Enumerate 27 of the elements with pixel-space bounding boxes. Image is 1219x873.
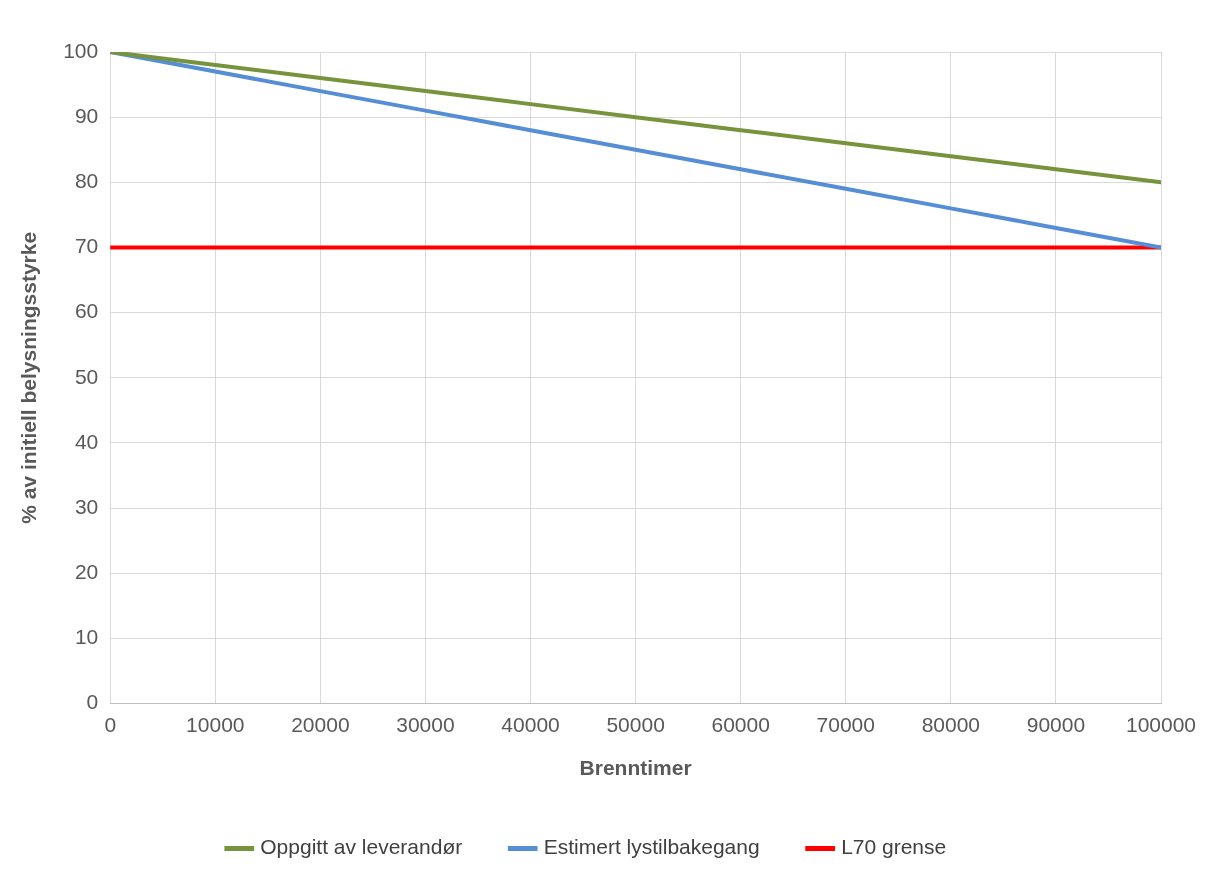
x-tick-label: 90000 bbox=[1026, 713, 1086, 736]
y-axis-title: % av initiell belysningsstyrke bbox=[17, 231, 41, 524]
y-tick-label: 0 bbox=[86, 690, 99, 714]
y-tick-label: 70 bbox=[74, 234, 99, 258]
y-tick-label: 20 bbox=[74, 560, 99, 584]
x-tick-label: 30000 bbox=[396, 713, 455, 736]
y-tick-label: 100 bbox=[63, 38, 99, 62]
legend-label: Estimert lystilbakegang bbox=[543, 835, 760, 859]
x-tick-label: 70000 bbox=[816, 713, 875, 736]
y-tick-label: 60 bbox=[74, 299, 99, 323]
y-tick-label: 80 bbox=[74, 169, 99, 193]
legend-label: L70 grense bbox=[841, 835, 947, 859]
y-tick-label: 90 bbox=[74, 103, 99, 127]
y-tick-label: 40 bbox=[74, 429, 99, 453]
x-tick-label: 10000 bbox=[186, 713, 245, 736]
y-tick-label: 30 bbox=[74, 494, 99, 518]
x-tick-label: 50000 bbox=[606, 713, 665, 736]
x-tick-label: 0 bbox=[104, 713, 117, 736]
x-tick-label: 20000 bbox=[291, 713, 350, 736]
y-tick-label: 10 bbox=[74, 625, 99, 649]
x-axis-title: Brenntimer bbox=[579, 756, 692, 780]
x-tick-label: 60000 bbox=[711, 713, 770, 736]
x-tick-label: 80000 bbox=[921, 713, 981, 736]
x-tick-label: 100000 bbox=[1125, 713, 1197, 736]
y-tick-label: 50 bbox=[74, 364, 99, 388]
legend-label: Oppgitt av leverandør bbox=[260, 835, 463, 859]
x-tick-label: 40000 bbox=[501, 713, 560, 736]
